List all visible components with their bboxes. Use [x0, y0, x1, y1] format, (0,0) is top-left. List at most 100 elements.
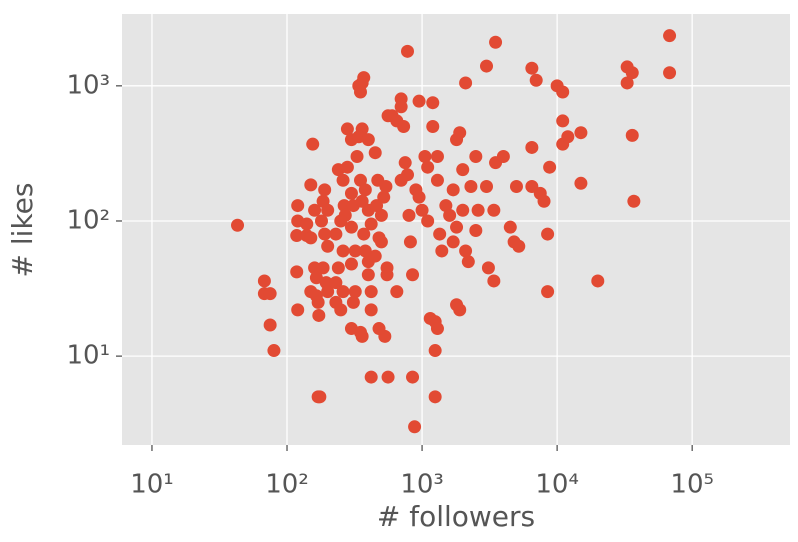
point: [398, 156, 412, 170]
point: [408, 420, 422, 434]
point: [459, 244, 473, 258]
point: [426, 96, 440, 110]
point: [469, 149, 483, 163]
point: [574, 176, 588, 190]
point: [336, 285, 350, 299]
point: [267, 344, 281, 358]
point: [344, 220, 358, 234]
point: [379, 179, 393, 193]
point: [503, 220, 517, 234]
point: [481, 261, 495, 275]
point: [263, 287, 277, 301]
point: [374, 208, 388, 222]
point: [406, 268, 420, 282]
point: [364, 370, 378, 384]
point: [512, 239, 526, 253]
point: [469, 224, 483, 238]
point: [355, 329, 369, 343]
point: [340, 122, 354, 136]
point: [456, 203, 470, 217]
point: [620, 76, 634, 90]
point: [344, 186, 358, 200]
point: [231, 218, 245, 232]
point: [430, 322, 444, 336]
point: [374, 235, 388, 249]
point: [306, 137, 320, 151]
point: [529, 73, 543, 87]
point: [321, 239, 335, 253]
point: [358, 183, 372, 197]
point: [400, 44, 414, 58]
point: [321, 203, 335, 217]
point: [446, 183, 460, 197]
x-axis-label: # followers: [377, 500, 535, 533]
point: [361, 133, 375, 147]
point: [308, 203, 322, 217]
point: [344, 257, 358, 271]
point: [304, 178, 318, 192]
point: [541, 285, 555, 299]
point: [663, 66, 677, 80]
point: [361, 268, 375, 282]
point: [318, 183, 332, 197]
point: [372, 322, 386, 336]
point: [415, 203, 429, 217]
point: [380, 268, 394, 282]
point: [381, 370, 395, 384]
point: [450, 220, 464, 234]
point: [314, 214, 328, 228]
point: [291, 199, 305, 213]
x-tick-label: 10¹: [130, 470, 174, 500]
point: [331, 261, 345, 275]
point: [663, 29, 677, 43]
point: [403, 235, 417, 249]
point: [489, 35, 503, 49]
y-tick-label: 10²: [66, 205, 110, 235]
point: [480, 179, 494, 193]
point: [321, 285, 335, 299]
point: [357, 227, 371, 241]
point: [350, 149, 364, 163]
point: [329, 276, 343, 290]
point: [336, 244, 350, 258]
point: [290, 265, 304, 279]
x-tick-label: 10³: [400, 470, 444, 500]
point: [348, 285, 362, 299]
point: [453, 303, 467, 317]
x-tick-label: 10²: [265, 470, 309, 500]
point: [421, 214, 435, 228]
point: [334, 214, 348, 228]
point: [263, 318, 277, 332]
point: [304, 231, 318, 245]
point: [418, 149, 432, 163]
point: [574, 126, 588, 140]
point: [439, 199, 453, 213]
point: [525, 140, 539, 154]
point: [300, 217, 314, 231]
point: [426, 120, 440, 134]
point: [337, 199, 351, 213]
point: [394, 173, 408, 187]
point: [487, 203, 501, 217]
point: [348, 244, 362, 258]
point: [456, 163, 470, 177]
point: [309, 271, 323, 285]
point: [446, 235, 460, 249]
point: [464, 179, 478, 193]
point: [543, 160, 557, 174]
point: [329, 227, 343, 241]
point: [428, 344, 442, 358]
x-tick-label: 10⁵: [670, 470, 714, 500]
point: [334, 303, 348, 317]
point: [390, 285, 404, 299]
point: [313, 390, 327, 404]
point: [406, 370, 420, 384]
point: [496, 149, 510, 163]
point: [430, 173, 444, 187]
point: [318, 227, 332, 241]
point: [435, 244, 449, 258]
point: [459, 76, 473, 90]
point: [471, 203, 485, 217]
